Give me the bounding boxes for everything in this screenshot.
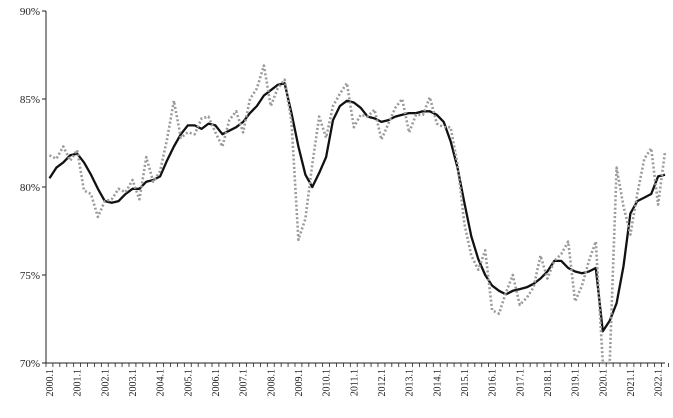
x-tick-label: 2020.1: [598, 369, 609, 397]
x-tick-label: 2009.1: [294, 369, 305, 397]
x-tick-label: 2012.1: [377, 369, 388, 397]
x-tick-label: 2010.1: [322, 369, 333, 397]
x-tick-label: 2022.1: [654, 369, 665, 397]
series-line-dotted: [48, 64, 667, 365]
y-tick-label: 85%: [20, 94, 40, 106]
x-tick-label: 2014.1: [432, 369, 443, 397]
x-tick-label: 2007.1: [239, 369, 250, 397]
x-tick-label: 2017.1: [515, 369, 526, 397]
y-tick-label: 75%: [20, 270, 40, 282]
x-tick-label: 2004.1: [156, 369, 167, 397]
y-tick-label: 70%: [20, 358, 40, 370]
x-tick-label: 2013.1: [405, 369, 416, 397]
x-tick-label: 2011.1: [349, 369, 360, 396]
series-layer: [48, 64, 667, 365]
x-tick-label: 2016.1: [488, 369, 499, 397]
x-tick-label: 2008.1: [266, 369, 277, 397]
y-tick-label: 90%: [20, 6, 40, 18]
x-tick-label: 2002.1: [100, 369, 111, 397]
x-tick-label: 2015.1: [460, 369, 471, 397]
x-tick-label: 2006.1: [211, 369, 222, 397]
x-tick-label: 2003.1: [128, 369, 139, 397]
x-tick-label: 2005.1: [183, 369, 194, 397]
x-axis: 2000.1 2001.1 2002.1 2003.1 2004.1 2005.1 2006…: [45, 362, 669, 397]
x-tick-label: 2021.1: [626, 369, 637, 397]
y-tick-label: 80%: [20, 182, 40, 194]
x-tick-label: 2018.1: [543, 369, 554, 397]
x-tick-label: 2001.1: [73, 369, 84, 397]
y-axis: 70% 75% 80% 85% 90%: [20, 6, 47, 370]
series-line-solid: [48, 82, 666, 333]
x-tick-label: 2000.1: [45, 369, 56, 397]
x-tick-label: 2019.1: [571, 369, 582, 397]
